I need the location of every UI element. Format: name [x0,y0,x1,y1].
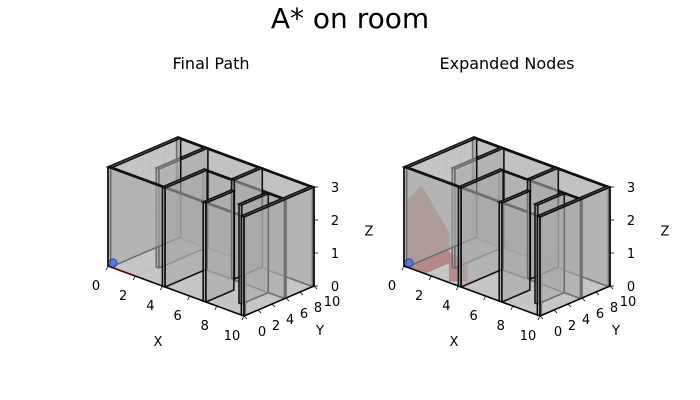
y-tick-label: 4 [582,313,590,328]
x-tick [214,305,218,311]
y-tick-label: 2 [568,319,576,334]
y-tick-label: 2 [272,319,280,334]
wall-face [497,189,533,204]
y-axis-label: Y [611,324,620,339]
z-tick-label: 2 [331,214,339,229]
y-tick-label: 0 [554,325,562,340]
y-tick [581,297,586,302]
wall-face [205,190,235,303]
x-tick [160,285,163,291]
x-tick [241,315,245,321]
x-tick [132,275,136,281]
y-tick-label: 6 [300,307,308,322]
x-axis-line [107,265,245,317]
wall-face [460,169,504,288]
z-tick-label: 2 [627,214,635,229]
y-tick [271,303,276,308]
x-tick-label: 6 [173,309,181,324]
x-axis-label: X [450,335,459,350]
x-tick-label: 0 [92,279,100,294]
x-tick [401,265,405,271]
subplot-title-expanded-nodes: Expanded Nodes [439,54,575,73]
z-tick-label: 0 [627,280,635,295]
subplot-title-final-path: Final Path [172,54,250,73]
x-tick-label: 2 [415,289,423,304]
x-axis-line [403,265,541,317]
y-tick [299,291,304,296]
y-axis-label: Y [315,324,324,339]
y-axis-line [243,285,315,317]
wall-face [501,190,531,303]
x-tick-label: 6 [469,309,477,324]
x-tick-label: 4 [442,299,450,314]
wall-face [201,189,237,204]
x-tick-label: 2 [119,289,127,304]
y-tick-label: 8 [314,301,322,316]
x-tick [483,295,486,301]
wall-face [532,191,567,206]
z-tick-label: 3 [627,181,635,196]
y-tick-label: 4 [286,313,294,328]
z-tick-label: 3 [331,181,339,196]
wall-face [164,169,208,288]
x-tick [105,265,109,271]
start-marker [404,258,414,268]
y-tick-label: 0 [258,325,266,340]
y-tick [539,315,544,320]
z-tick-label: 1 [331,247,339,262]
x-tick [510,305,514,311]
wall-face [160,168,210,189]
x-tick-label: 10 [520,329,537,344]
y-tick [595,291,600,296]
y-tick [567,303,572,308]
z-axis-label: Z [365,225,374,240]
y-tick [285,297,290,302]
x-tick [187,295,190,301]
x-tick-label: 0 [388,279,396,294]
x-tick-label: 8 [497,319,505,334]
y-tick [313,285,318,290]
wall-face [229,166,265,181]
wall-face [236,191,271,206]
y-tick [553,309,558,314]
x-axis-label: X [154,335,163,350]
z-tick-label: 0 [331,280,339,295]
z-axis-label: Z [661,225,670,240]
x-tick-label: 8 [201,319,209,334]
z-tick-label: 1 [627,247,635,262]
x-tick [456,285,459,291]
y-tick [243,315,248,320]
wall-face [525,166,561,181]
y-tick-label: 10 [324,295,341,310]
x-tick [428,275,432,281]
start-marker [108,258,118,268]
y-tick-label: 6 [596,307,604,322]
wall-face [456,168,506,189]
y-tick [609,285,614,290]
x-tick-label: 10 [224,329,241,344]
y-tick-label: 10 [620,295,637,310]
y-tick-label: 8 [610,301,618,316]
x-tick-label: 4 [146,299,154,314]
y-axis-line [539,285,611,317]
figure-suptitle: A* on room [270,2,430,35]
y-tick [257,309,262,314]
x-tick [537,315,541,321]
